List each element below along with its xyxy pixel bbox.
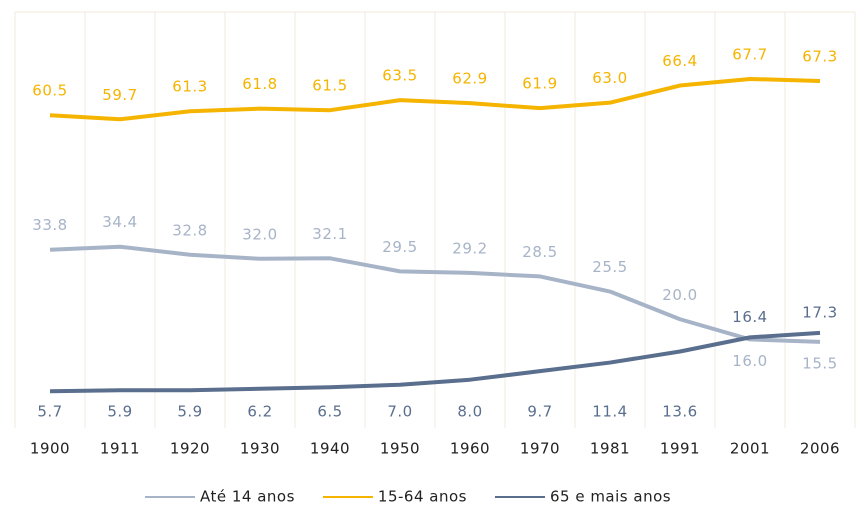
x-tick-label: 1991 xyxy=(660,440,700,458)
series-line xyxy=(49,244,821,344)
data-label: 66.4 xyxy=(662,52,697,70)
data-label: 32.8 xyxy=(172,221,207,239)
data-label: 32.0 xyxy=(242,225,277,243)
data-label: 25.5 xyxy=(592,258,627,276)
x-tick-label: 1981 xyxy=(590,440,630,458)
data-label: 7.0 xyxy=(387,403,412,421)
data-label: 9.7 xyxy=(527,403,552,421)
x-tick-label: 1900 xyxy=(30,440,70,458)
data-label: 29.5 xyxy=(382,238,417,256)
data-label: 5.7 xyxy=(37,403,62,421)
data-label: 61.8 xyxy=(242,75,277,93)
data-label: 28.5 xyxy=(522,243,557,261)
data-label: 13.6 xyxy=(662,403,697,421)
data-label: 61.5 xyxy=(312,77,347,95)
data-label: 6.2 xyxy=(247,403,272,421)
x-tick-label: 1950 xyxy=(380,440,420,458)
data-label: 59.7 xyxy=(102,86,137,104)
data-label: 5.9 xyxy=(107,403,132,421)
legend-label: 65 e mais anos xyxy=(550,488,671,506)
legend-label: 15-64 anos xyxy=(378,488,467,506)
data-label: 20.0 xyxy=(662,286,697,304)
data-label: 61.3 xyxy=(172,78,207,96)
data-label: 15.5 xyxy=(802,354,837,372)
data-label: 67.3 xyxy=(802,47,837,65)
data-label: 6.5 xyxy=(317,403,342,421)
data-label: 11.4 xyxy=(592,403,627,421)
data-label: 16.4 xyxy=(732,308,767,326)
series-line xyxy=(49,330,821,394)
data-label: 62.9 xyxy=(452,70,487,88)
x-tick-label: 1930 xyxy=(240,440,280,458)
data-label: 61.9 xyxy=(522,75,557,93)
data-label: 63.0 xyxy=(592,69,627,87)
series-line xyxy=(49,76,821,122)
data-label: 33.8 xyxy=(32,216,67,234)
x-tick-label: 1960 xyxy=(450,440,490,458)
data-label: 34.4 xyxy=(102,213,137,231)
data-label: 17.3 xyxy=(802,303,837,321)
x-tick-label: 2006 xyxy=(800,440,840,458)
data-label: 29.2 xyxy=(452,239,487,257)
x-tick-label: 1940 xyxy=(310,440,350,458)
data-label: 8.0 xyxy=(457,403,482,421)
data-label: 60.5 xyxy=(32,82,67,100)
legend-label: Até 14 anos xyxy=(200,488,295,506)
data-label: 5.9 xyxy=(177,403,202,421)
x-tick-label: 1911 xyxy=(100,440,140,458)
data-label: 32.1 xyxy=(312,225,347,243)
x-tick-label: 1920 xyxy=(170,440,210,458)
x-tick-label: 2001 xyxy=(730,440,770,458)
x-tick-label: 1970 xyxy=(520,440,560,458)
data-label: 67.7 xyxy=(732,45,767,63)
data-label: 16.0 xyxy=(732,352,767,370)
data-label: 63.5 xyxy=(382,67,417,85)
